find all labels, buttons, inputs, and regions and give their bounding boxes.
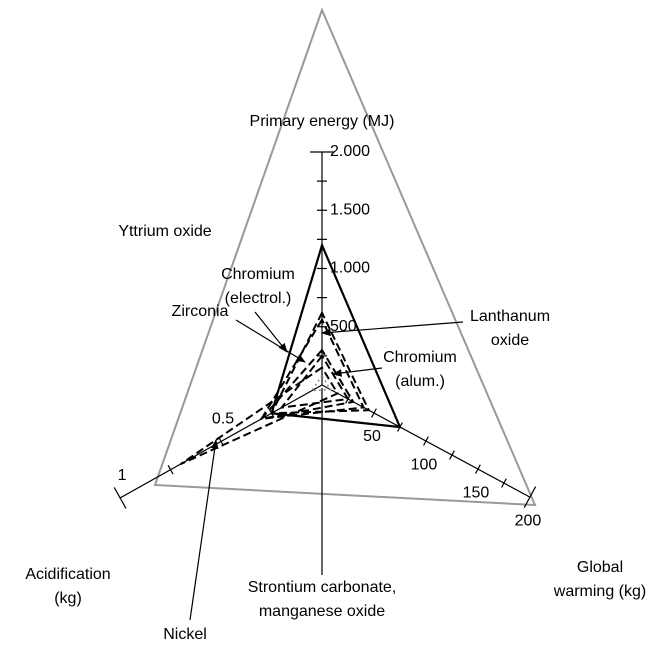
tick-label: 2.000 (330, 143, 370, 160)
series-annotation: Nickel (163, 626, 207, 643)
axis-label: warming (kg) (553, 583, 646, 600)
axis-label: (kg) (54, 590, 82, 607)
tick-mark (475, 464, 481, 474)
series-annotation: Lanthanum (470, 308, 550, 325)
series-annotation: Chromium (383, 349, 457, 366)
tick-mark (113, 487, 127, 509)
axis-label: Acidification (25, 566, 110, 583)
series-annotation: (alum.) (395, 373, 445, 390)
series-line (270, 241, 402, 429)
series-line (259, 317, 366, 421)
tick-label: 200 (515, 512, 542, 529)
tick-mark (371, 408, 377, 418)
tick-label: 150 (463, 484, 490, 501)
series-annotation: (electrol.) (225, 290, 292, 307)
series-annotation: oxide (491, 332, 529, 349)
series-line (258, 348, 355, 421)
tick-mark (501, 478, 507, 488)
series-annotation: Chromium (221, 266, 295, 283)
annotation-arrow (235, 319, 306, 363)
series-annotation: Strontium carbonate, (248, 579, 397, 596)
series-line (279, 354, 350, 409)
annotation-arrow (189, 439, 219, 621)
series-annotation: manganese oxide (259, 603, 385, 620)
annotation-arrow (332, 367, 383, 377)
annotation-arrow (254, 311, 288, 353)
tick-label: 1.500 (330, 201, 370, 218)
outer-triangle (153, 7, 537, 507)
tick-label: 50 (363, 428, 381, 445)
axis-label: Primary energy (MJ) (250, 113, 395, 130)
series-annotation: Yttrium oxide (118, 223, 211, 240)
tick-label: 1 (118, 467, 127, 484)
tick-label: 1.000 (330, 260, 370, 277)
tick-mark (423, 436, 429, 446)
tick-mark (449, 450, 455, 460)
tick-label: 100 (411, 456, 438, 473)
series-line (180, 366, 340, 465)
axis-label: Global (577, 559, 623, 576)
series-annotation: Zirconia (172, 303, 229, 320)
tick-mark (523, 486, 537, 508)
annotation-arrow (321, 321, 464, 337)
tick-mark (167, 465, 174, 475)
tick-label: 0.5 (212, 411, 234, 428)
